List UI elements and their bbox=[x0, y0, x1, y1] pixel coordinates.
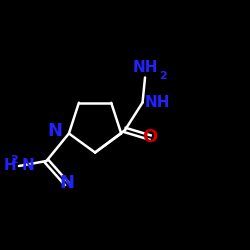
Text: NH: NH bbox=[132, 60, 158, 75]
Text: N: N bbox=[59, 174, 74, 192]
Text: N: N bbox=[22, 158, 34, 174]
Text: NH: NH bbox=[145, 95, 171, 110]
Text: O: O bbox=[142, 128, 158, 146]
Text: N: N bbox=[48, 122, 63, 140]
Text: 2: 2 bbox=[10, 155, 18, 165]
Text: H: H bbox=[4, 158, 16, 174]
Text: 2: 2 bbox=[159, 71, 166, 81]
